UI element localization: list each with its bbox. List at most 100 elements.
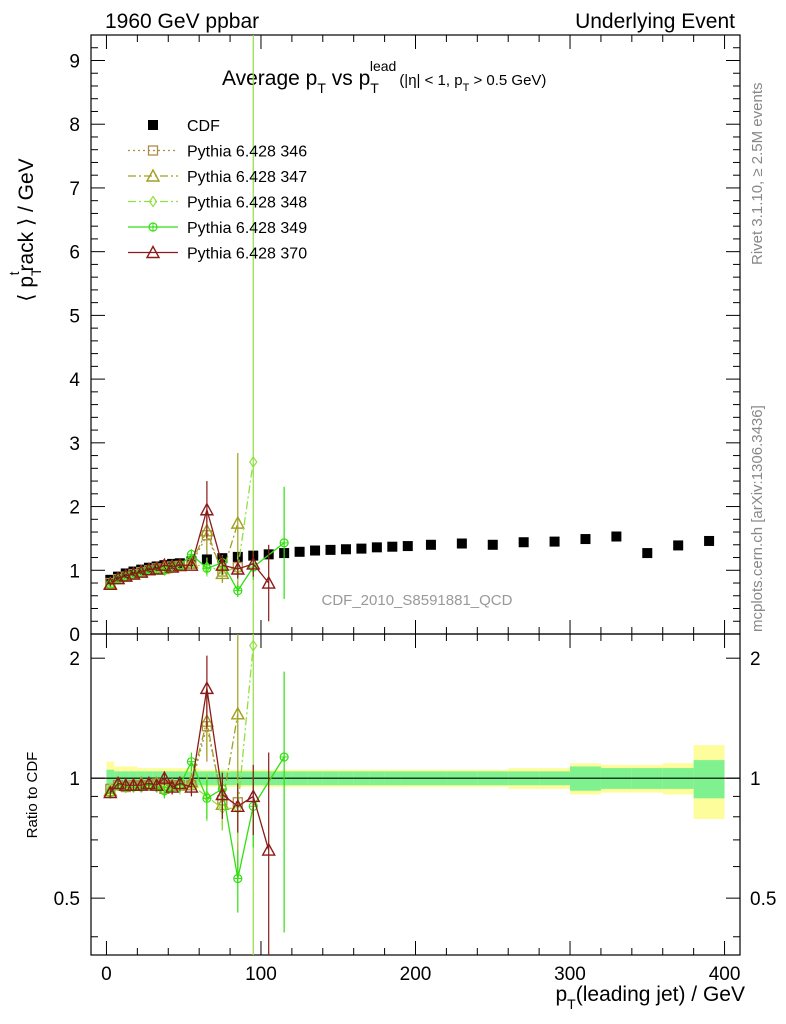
main-series-6-point-11 [184, 557, 199, 571]
xtick-label-0: 0 [101, 964, 112, 985]
xtick-label-400: 400 [709, 964, 741, 985]
main-ytick-label-8: 8 [69, 115, 80, 136]
main-series-1-point-32 [611, 531, 622, 542]
ratio-series-5-point-12 [199, 680, 215, 695]
main-series-6-point-12 [199, 502, 215, 516]
main-series-6-point-13 [215, 557, 230, 571]
title-sup-2: lead [370, 58, 396, 74]
main-series-6-point-10 [172, 557, 188, 571]
xtick-label-100: 100 [245, 964, 277, 985]
legend: CDF Pythia 6.428 346 Pythia 6.428 347 Pythi… [128, 118, 307, 263]
legend-entry-4-label: Pythia 6.428 348 [187, 195, 307, 212]
main-series-6-point-8 [157, 557, 172, 571]
ratio-series-5-point-1 [103, 785, 118, 799]
legend-entry-3-label: Pythia 6.428 347 [187, 169, 307, 186]
main-y-axis-label: ⟨ pTtrack ⟩ / GeV [6, 158, 44, 301]
ratio-series-4 [105, 671, 289, 933]
ratio-series-5-point-7 [149, 777, 164, 791]
main-series-6 [103, 481, 276, 622]
legend-entry-2: Pythia 6.428 346 [128, 144, 307, 161]
main-ytick-label-5: 5 [69, 306, 80, 327]
ratio-ytick-label-right-1: 0.5 [750, 889, 776, 910]
mcplots-side-label: mcplots.cern.ch [arXiv:1306.3436] [749, 405, 766, 632]
title-cut-sub: T [463, 82, 470, 94]
ratio-y-axis-label: Ratio to CDF [24, 752, 41, 839]
main-ytick-label-0: 0 [69, 625, 80, 646]
main-series-1-point-34 [673, 540, 684, 551]
xtick-label-300: 300 [554, 964, 586, 985]
main-series-5-point-14 [233, 586, 243, 596]
title-sub-2: T [370, 80, 379, 96]
legend-entry-5: Pythia 6.428 349 [128, 220, 307, 237]
main-series-6-point-15 [246, 556, 261, 570]
main-series-1-point-28 [487, 539, 498, 550]
title-cut: (|η| < 1, p [399, 72, 462, 89]
main-series-1-point-26 [425, 539, 436, 550]
main-series-4-point-13 [218, 564, 227, 577]
main-series-1-point-23 [371, 542, 382, 553]
ratio-series-4-point-14 [233, 873, 243, 884]
ratio-series-5-point-4 [126, 777, 141, 791]
stat-band-35 [693, 760, 725, 799]
ylabel-sup: t [6, 271, 22, 275]
main-chart-title: Average pT vs pTlead(|η| < 1, pT > 0.5 G… [222, 58, 546, 96]
ratio-series-5-point-10 [172, 775, 188, 790]
ratio-ytick-label-3: 2 [69, 649, 80, 670]
ratio-axis-ticks: 0.5 0.5 1 1 2 2 0 100 200 300 400 [54, 634, 776, 985]
ratio-series-5-point-8 [157, 770, 172, 784]
xlabel-p: p [555, 983, 567, 1006]
title-part-2: vs p [326, 67, 370, 90]
main-series-1-point-30 [549, 536, 560, 547]
main-series-3-point-13 [215, 566, 230, 580]
legend-entry-4: Pythia 6.428 348 [128, 195, 307, 212]
ratio-series-2-point-14 [230, 706, 245, 720]
title-part-1: Average p [222, 67, 317, 90]
ratio-series-5-point-2 [110, 775, 126, 790]
ratio-ytick-label-1: 0.5 [54, 889, 80, 910]
legend-entry-6: Pythia 6.428 370 [128, 245, 307, 263]
main-ytick-label-2: 2 [69, 498, 80, 519]
ratio-series-4-point-11 [186, 757, 197, 767]
main-series-1-point-35 [704, 535, 715, 546]
title-sub-1: T [317, 80, 326, 96]
xtick-label-200: 200 [400, 964, 432, 985]
ratio-series-5-point-14 [230, 798, 245, 812]
main-series-1-point-29 [518, 537, 529, 548]
legend-entry-1: CDF [148, 118, 220, 135]
main-data-layer [103, 35, 715, 634]
ratio-series-5-point-11 [184, 779, 199, 793]
ratio-ytick-label-right-3: 2 [750, 649, 761, 670]
ratio-ytick-label-2: 1 [69, 769, 80, 790]
ratio-data-layer [103, 634, 289, 955]
main-ytick-label-4: 4 [69, 370, 80, 391]
legend-entry-2-marker [147, 145, 159, 156]
legend-entry-5-label: Pythia 6.428 349 [187, 220, 307, 237]
main-series-5-point-16 [279, 538, 289, 548]
legend-entry-1-label: CDF [187, 118, 220, 135]
x-axis-label: pT(leading jet) / GeV [555, 983, 745, 1012]
main-series-1-point-20 [325, 544, 336, 555]
main-series-4 [106, 35, 258, 634]
main-series-6-point-14 [230, 561, 245, 575]
main-series-1-point-18 [294, 546, 305, 557]
ratio-series-5-point-6 [141, 775, 157, 790]
main-series-4-point-8 [160, 564, 169, 577]
main-series-1-point-25 [402, 541, 413, 552]
main-series-6-point-6 [141, 562, 157, 576]
ratio-series-3-point-15 [249, 639, 258, 652]
main-axis-ticks: 0 1 2 3 4 5 6 7 8 9 [69, 35, 740, 646]
legend-entry-3: Pythia 6.428 347 [128, 168, 307, 186]
header-right-title: Underlying Event [575, 10, 735, 33]
title-cut-end: > 0.5 GeV) [469, 72, 546, 89]
main-ytick-label-3: 3 [69, 434, 80, 455]
main-series-3-point-14 [230, 515, 245, 529]
main-series-1-point-24 [387, 541, 398, 552]
ratio-series-5-point-13 [215, 787, 230, 801]
legend-entry-3-marker [145, 168, 161, 182]
ratio-series-4-point-12 [202, 793, 212, 803]
xlabel-sub: T [567, 996, 576, 1012]
ratio-series-5-point-15 [246, 788, 261, 803]
ylabel-open: ⟨ p [15, 276, 38, 302]
ratio-series-4-point-16 [279, 752, 289, 762]
